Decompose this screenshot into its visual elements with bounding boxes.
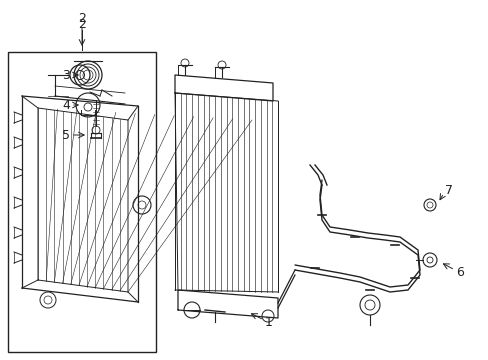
Text: 2: 2	[78, 18, 86, 31]
Bar	[8, 52, 156, 352]
Text: 2: 2	[78, 12, 86, 24]
Text: 4: 4	[62, 99, 70, 112]
Text: 1: 1	[264, 315, 272, 328]
Text: 3: 3	[62, 68, 70, 81]
Text: 6: 6	[455, 266, 463, 279]
Text: 7: 7	[444, 184, 452, 197]
Text: 5: 5	[62, 129, 70, 141]
